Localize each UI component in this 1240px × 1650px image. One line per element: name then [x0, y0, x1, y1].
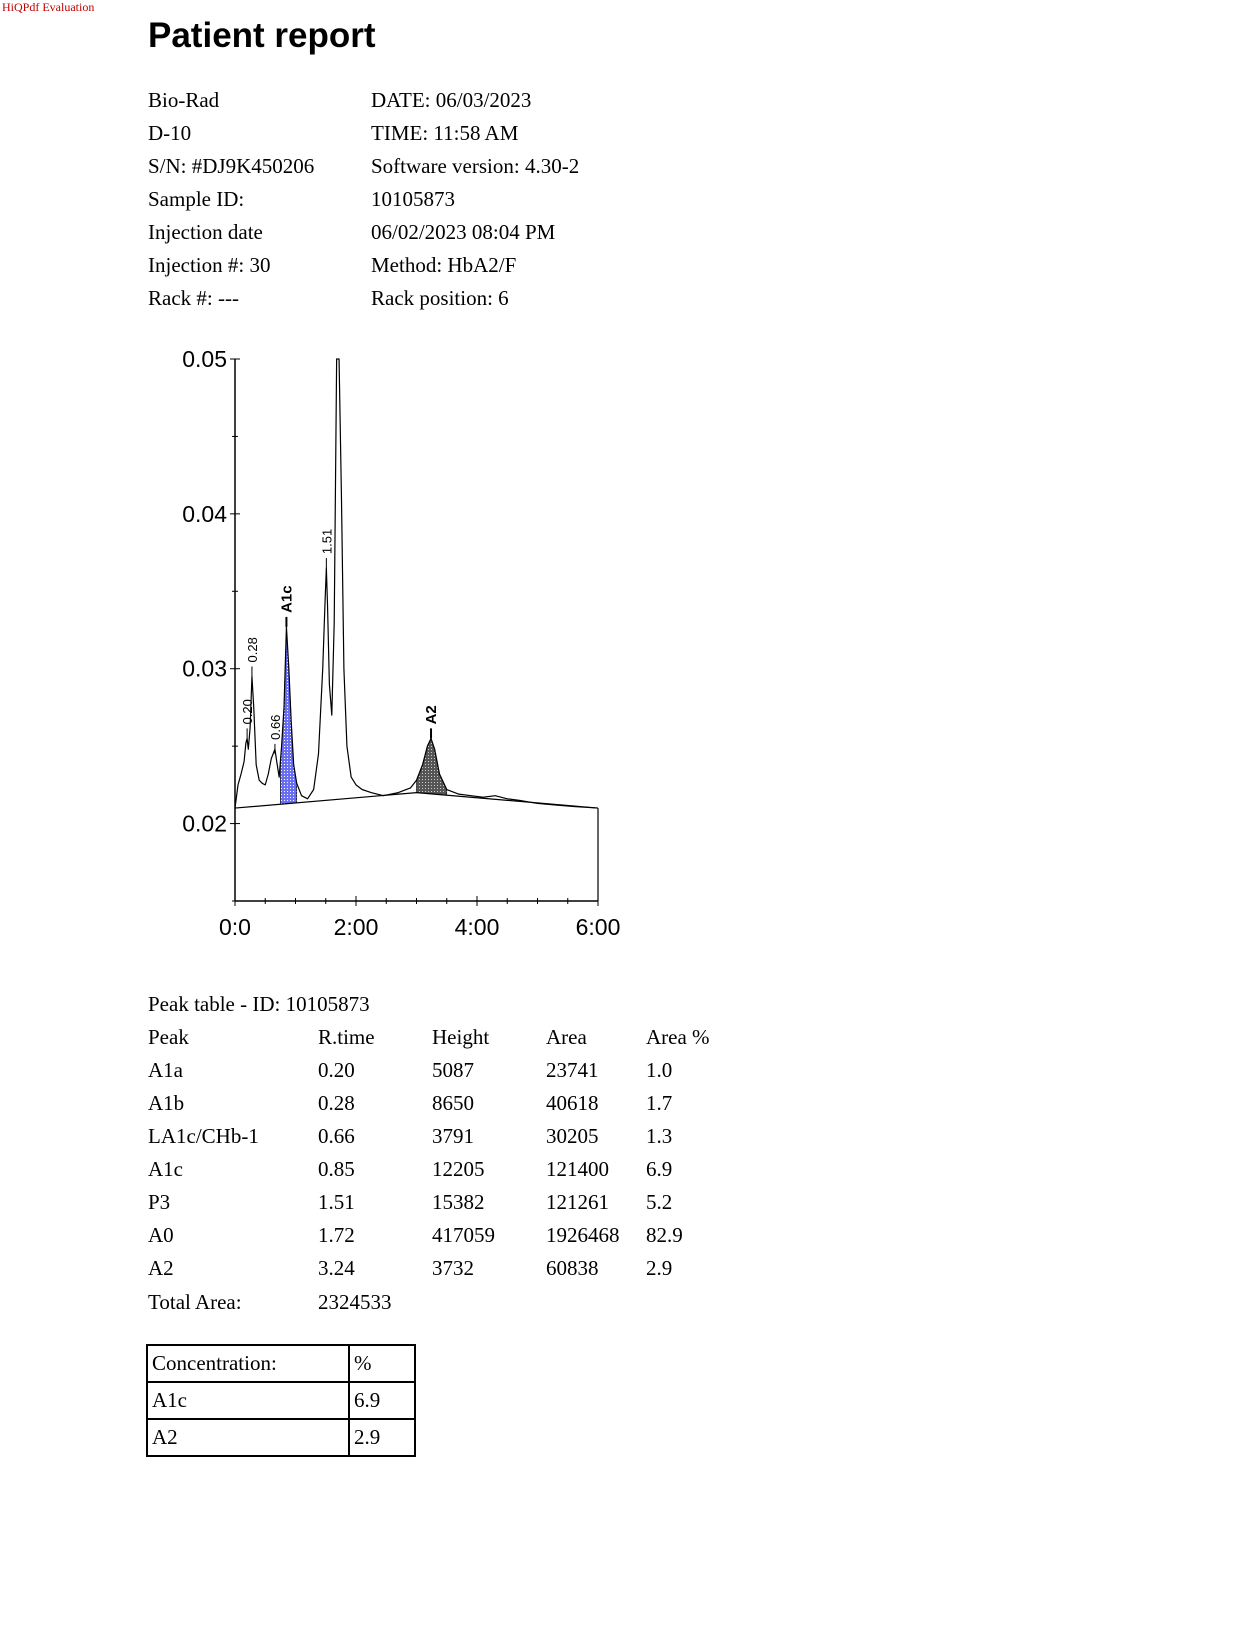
table-cell: 3791: [432, 1124, 474, 1148]
table-cell: A2: [146, 1418, 350, 1457]
peak-label: 0.20: [240, 699, 255, 724]
info-label: Bio-Rad: [148, 88, 220, 112]
table-cell: 2.9: [646, 1256, 673, 1280]
y-tick-label: 0.03: [182, 656, 227, 682]
concentration-unit: %: [348, 1344, 416, 1383]
table-cell: 8650: [432, 1091, 474, 1115]
table-cell: 1.7: [646, 1091, 673, 1115]
info-value: 10105873: [371, 187, 455, 211]
table-row: A1b 0.28 8650 40618 1.7: [148, 1087, 726, 1120]
table-row: A1c 6.9: [146, 1381, 416, 1420]
x-tick-label: 4:00: [455, 914, 500, 940]
x-tick-label: 6:00: [576, 914, 621, 940]
page-title: Patient report: [148, 16, 376, 55]
concentration-table: Concentration: % A1c 6.9 A2 2.9: [146, 1344, 416, 1457]
watermark: HiQPdf Evaluation: [2, 0, 95, 14]
table-cell: 121400: [546, 1157, 609, 1181]
column-header: Peak: [148, 1025, 189, 1049]
x-tick-label: 2:00: [334, 914, 379, 940]
info-label: Injection date: [148, 220, 263, 244]
table-cell: 121261: [546, 1190, 609, 1214]
table-row: P3 1.51 15382 121261 5.2: [148, 1186, 726, 1219]
info-label: Sample ID:: [148, 187, 245, 211]
info-label: Injection #: 30: [148, 253, 271, 277]
table-cell: 0.28: [318, 1091, 355, 1115]
total-area-value: 2324533: [318, 1290, 392, 1314]
table-cell: 6.9: [348, 1381, 416, 1420]
table-row: LA1c/CHb-1 0.66 3791 30205 1.3: [148, 1120, 726, 1153]
x-tick-label: 0:0: [219, 914, 251, 940]
report-info: Bio-Rad DATE: 06/03/2023 D-10 TIME: 11:5…: [148, 84, 671, 315]
info-label: S/N: #DJ9K450206: [148, 154, 315, 178]
table-row: A1c 0.85 12205 121400 6.9: [148, 1153, 726, 1186]
table-cell: A2: [148, 1256, 174, 1280]
table-cell: 1.3: [646, 1124, 673, 1148]
table-cell: 23741: [546, 1058, 599, 1082]
table-cell: 417059: [432, 1223, 495, 1247]
peak-label: 0.28: [245, 637, 260, 662]
table-row: A2 2.9: [146, 1418, 416, 1457]
table-cell: 3.24: [318, 1256, 355, 1280]
table-cell: 6.9: [646, 1157, 673, 1181]
table-cell: 1926468: [546, 1223, 620, 1247]
table-cell: 5087: [432, 1058, 474, 1082]
table-row: A0 1.72 417059 1926468 82.9: [148, 1219, 726, 1252]
table-cell: A1a: [148, 1058, 183, 1082]
column-header: Height: [432, 1025, 490, 1049]
info-value: Method: HbA2/F: [371, 253, 517, 277]
y-tick-label: 0.05: [182, 350, 227, 372]
table-cell: 1.0: [646, 1058, 673, 1082]
column-header: R.time: [318, 1025, 375, 1049]
table-cell: 60838: [546, 1256, 599, 1280]
info-value: Rack position: 6: [371, 286, 509, 310]
info-label: Rack #: ---: [148, 286, 239, 310]
y-tick-label: 0.04: [182, 501, 227, 527]
column-header: Area: [546, 1025, 587, 1049]
y-tick-label: 0.02: [182, 811, 227, 837]
info-value: Software version: 4.30-2: [371, 154, 580, 178]
table-cell: A1c: [146, 1381, 350, 1420]
table-header-row: Concentration: %: [146, 1344, 416, 1383]
peak-table: Peak R.time Height Area Area % A1a 0.20 …: [148, 1021, 726, 1285]
table-cell: 15382: [432, 1190, 485, 1214]
table-cell: A0: [148, 1223, 174, 1247]
table-cell: 0.85: [318, 1157, 355, 1181]
peak-table-title: Peak table - ID: 10105873: [148, 992, 370, 1016]
table-cell: P3: [148, 1190, 171, 1214]
concentration-header: Concentration:: [146, 1344, 350, 1383]
table-cell: 12205: [432, 1157, 485, 1181]
table-cell: LA1c/CHb-1: [148, 1124, 259, 1148]
table-cell: 2.9: [348, 1418, 416, 1457]
table-cell: 5.2: [646, 1190, 673, 1214]
table-cell: 30205: [546, 1124, 599, 1148]
table-cell: 82.9: [646, 1223, 683, 1247]
table-cell: 1.51: [318, 1190, 355, 1214]
info-value: TIME: 11:58 AM: [371, 121, 519, 145]
column-header: Area %: [646, 1025, 710, 1049]
peak-label: 1.51: [319, 529, 334, 554]
table-row: A1a 0.20 5087 23741 1.0: [148, 1054, 726, 1087]
peak-label: 0.66: [268, 715, 283, 740]
table-cell: 0.20: [318, 1058, 355, 1082]
info-value: DATE: 06/03/2023: [371, 88, 532, 112]
peak-label: A2: [423, 705, 440, 724]
table-cell: 0.66: [318, 1124, 355, 1148]
table-cell: 3732: [432, 1256, 474, 1280]
total-area: Total Area: 2324533: [148, 1286, 392, 1319]
table-row: A2 3.24 3732 60838 2.9: [148, 1252, 726, 1285]
chromatogram-chart: 0.05 0.04 0.03 0.02 0:0 2:00 4:00 6:00 0.20 0.28…: [182, 350, 621, 940]
table-cell: A1c: [148, 1157, 183, 1181]
table-cell: 1.72: [318, 1223, 355, 1247]
total-area-label: Total Area:: [148, 1290, 242, 1314]
info-value: 06/02/2023 08:04 PM: [371, 220, 556, 244]
table-cell: 40618: [546, 1091, 599, 1115]
table-cell: A1b: [148, 1091, 185, 1115]
info-label: D-10: [148, 121, 192, 145]
peak-label: A1c: [278, 585, 295, 613]
table-header-row: Peak R.time Height Area Area %: [148, 1021, 726, 1054]
